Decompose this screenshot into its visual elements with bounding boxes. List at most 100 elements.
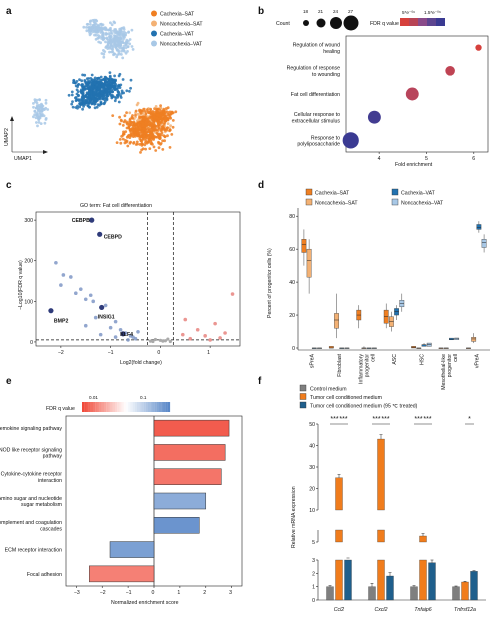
umap-point [153, 135, 157, 139]
umap-point [37, 103, 41, 107]
umap-point [168, 115, 172, 119]
umap-point [113, 95, 116, 99]
fdr-gradient-cell [145, 402, 149, 412]
umap-point [105, 36, 109, 40]
umap-point [33, 98, 37, 102]
qpcr-bar [335, 477, 343, 511]
volcano-point [83, 323, 88, 328]
x-tick-label: 6 [472, 156, 475, 162]
y-tick-label: 10 [309, 508, 315, 514]
umap-point [91, 27, 94, 30]
fdr-gradient-cell [115, 402, 118, 412]
x-tick-label: −3 [74, 590, 80, 596]
category-label: Fibroblast [337, 353, 343, 376]
fdr-gradient-cell [108, 402, 111, 412]
umap-point [128, 111, 132, 115]
legend-label: Noncachexia–SAT [160, 22, 203, 28]
umap-point [77, 98, 81, 101]
umap-panel: Cachexia–SAT Noncachexia–SAT Cachexia–VAT N… [4, 10, 203, 162]
umap-point [40, 113, 43, 117]
umap-point [91, 19, 95, 22]
umap-point [144, 127, 147, 131]
umap-point [139, 151, 142, 154]
y-tick-label: 100 [24, 299, 33, 305]
umap-point [72, 81, 75, 84]
volcano-point [168, 339, 172, 344]
umap-point [159, 133, 163, 137]
umap-point [89, 32, 93, 35]
category-label: ASC [392, 354, 398, 365]
legend-swatch [391, 198, 399, 206]
umap-point [131, 48, 135, 51]
legend-swatch [151, 10, 157, 17]
umap-point [134, 143, 138, 146]
umap-point [67, 93, 71, 97]
umap-point [135, 128, 139, 132]
y-tick-label: 40 [309, 444, 315, 450]
umap-point [117, 45, 121, 49]
count-legend-value: 21 [318, 9, 324, 14]
umap-point [130, 28, 134, 32]
umap-point [91, 81, 95, 85]
fdr-gradient-cell [97, 402, 100, 412]
qpcr-bar [461, 581, 469, 601]
umap-point [134, 109, 138, 113]
go-term-label: Fat cell differentiation [291, 92, 340, 98]
umap-point [124, 33, 127, 37]
umap-point [144, 131, 148, 135]
umap-point [115, 141, 119, 145]
qpcr-legend: Control medium Tumor cell conditioned med… [299, 384, 418, 410]
arrowhead-up-icon [10, 116, 14, 121]
category-label: Mesothelial-likeprogenitorcell [441, 354, 459, 390]
umap-point [93, 27, 97, 31]
legend-swatch [299, 401, 307, 409]
box [481, 239, 487, 248]
umap-point [126, 39, 130, 43]
volcano-point [83, 297, 88, 302]
umap-point [168, 146, 172, 149]
umap-point [70, 93, 74, 97]
umap-point [94, 22, 98, 26]
umap-point [149, 137, 153, 141]
umap-point [124, 130, 128, 134]
umap-point [143, 143, 147, 147]
legend-label: Cachexia–VAT [160, 32, 195, 38]
panel-letter-e: e [6, 376, 12, 387]
umap-point [117, 100, 121, 104]
panel-letter-d: d [258, 180, 264, 191]
umap-point [37, 121, 41, 124]
umap-point [89, 19, 92, 23]
y-tick-label: 20 [289, 313, 295, 319]
umap-point [148, 116, 152, 119]
umap-point [89, 84, 92, 88]
fdr-gradient-cell [104, 402, 107, 412]
umap-point [146, 130, 150, 134]
umap-point [146, 108, 149, 111]
umap-point [94, 82, 98, 86]
volcano-point [118, 327, 123, 332]
umap-point [170, 110, 174, 114]
umap-point [113, 88, 117, 91]
umap-point [157, 134, 161, 137]
umap-point [154, 105, 158, 108]
umap-point [117, 74, 121, 78]
umap-point [108, 45, 112, 49]
umap-point [159, 129, 163, 133]
umap-point [34, 106, 38, 110]
umap-point [119, 141, 123, 145]
boxplot-panel: Cachexia–SAT Noncachexia–SAT Cachexia–VAT N… [267, 188, 490, 390]
umap-point [95, 105, 99, 109]
umap-point [169, 124, 173, 127]
fdr-gradient-cell [130, 402, 133, 412]
umap-point [35, 121, 38, 124]
fdr-legend-segment [436, 18, 445, 26]
umap-point [128, 128, 132, 132]
umap-point [115, 55, 119, 59]
umap-point [136, 112, 140, 116]
umap-point [148, 147, 152, 151]
umap-point [121, 124, 125, 127]
umap-point [121, 78, 125, 81]
umap-point [109, 31, 113, 35]
umap-point [145, 141, 149, 145]
umap-point [125, 111, 128, 115]
